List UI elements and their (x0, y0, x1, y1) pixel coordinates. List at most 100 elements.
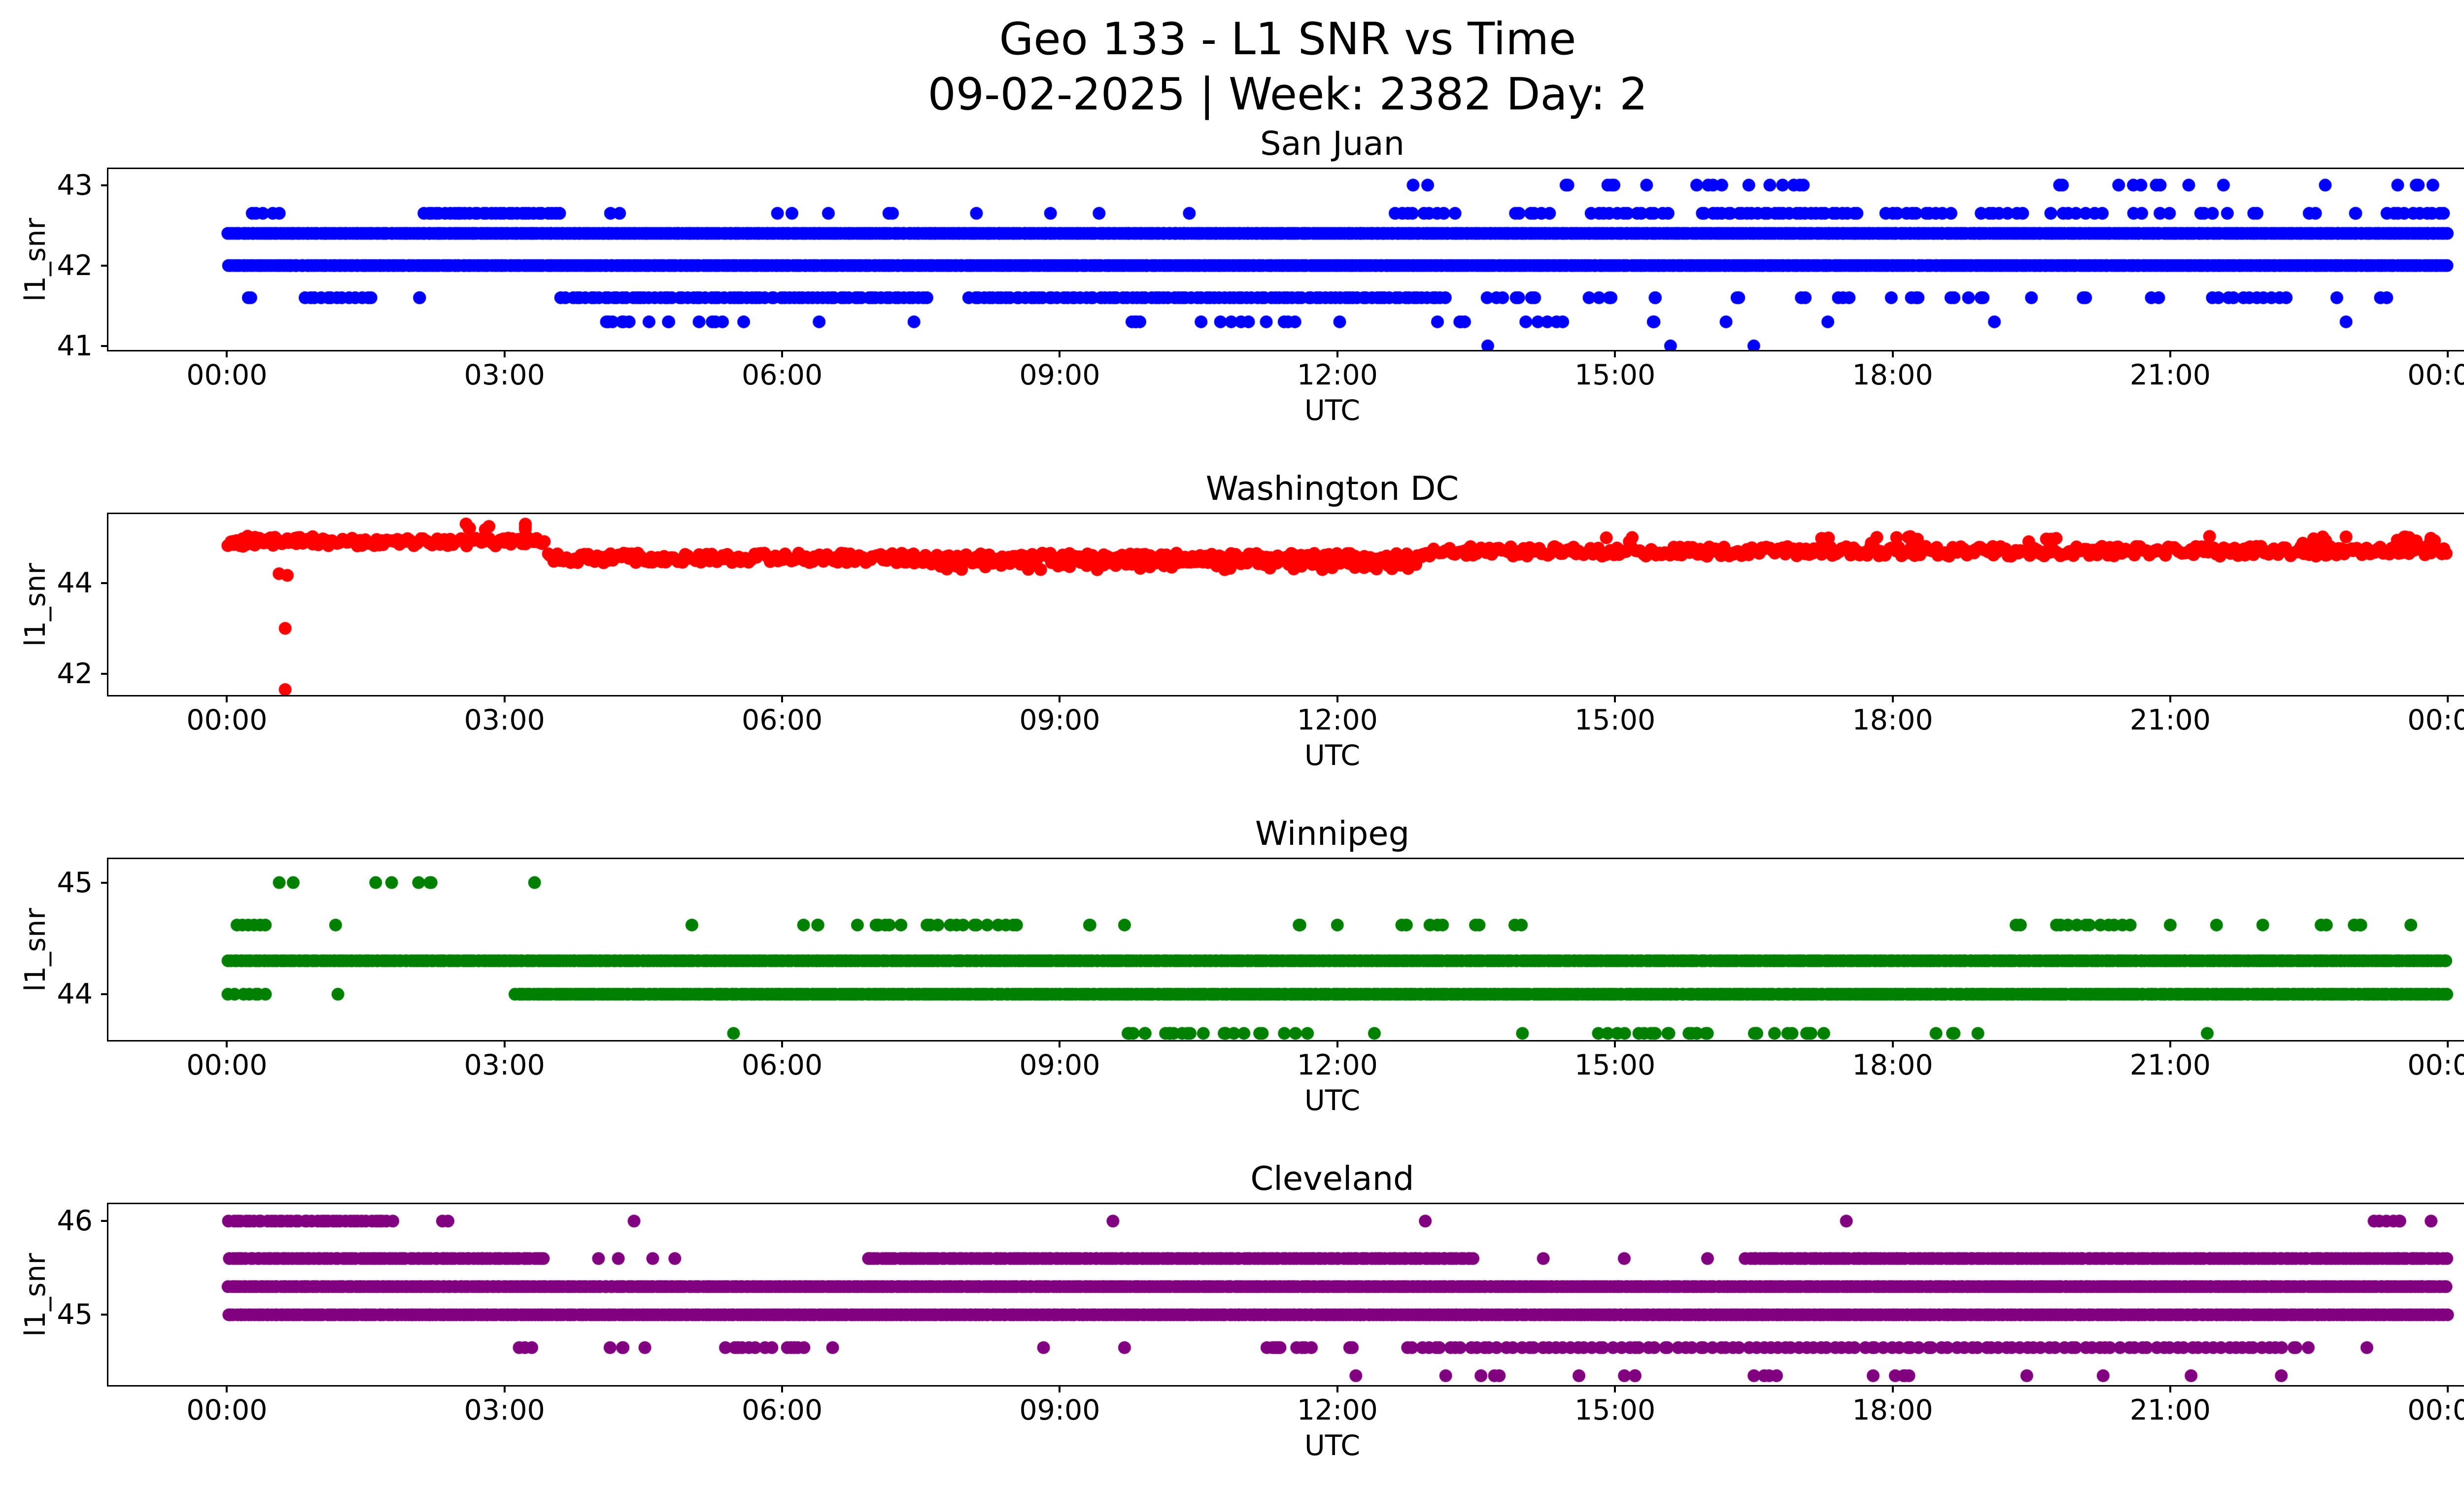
x-tick-label-san-juan: 21:00 (2129, 359, 2211, 391)
x-tick-label-washington-dc: 06:00 (741, 704, 823, 736)
x-tick-label-washington-dc: 00:00 (186, 704, 268, 736)
x-tick-label-san-juan: 00:00 (2407, 359, 2464, 391)
y-tick-mark-san-juan (101, 184, 107, 186)
x-tick-mark-winnipeg (1891, 1042, 1894, 1047)
x-tick-label-winnipeg: 12:00 (1297, 1049, 1378, 1081)
scatter-canvas-washington-dc (108, 514, 2464, 695)
x-tick-label-winnipeg: 03:00 (464, 1049, 545, 1081)
x-tick-mark-san-juan (781, 351, 784, 357)
x-tick-mark-winnipeg (2447, 1042, 2449, 1047)
y-tick-mark-san-juan (101, 345, 107, 347)
x-tick-mark-winnipeg (1336, 1042, 1338, 1047)
x-axis-label-cleveland: UTC (1304, 1429, 1360, 1462)
x-tick-label-cleveland: 21:00 (2129, 1394, 2211, 1426)
x-tick-mark-cleveland (2169, 1387, 2171, 1392)
x-tick-mark-cleveland (1891, 1387, 1894, 1392)
x-tick-mark-winnipeg (1614, 1042, 1616, 1047)
x-tick-mark-winnipeg (226, 1042, 228, 1047)
x-tick-mark-washington-dc (2447, 696, 2449, 702)
x-tick-label-winnipeg: 00:00 (186, 1049, 268, 1081)
x-tick-label-cleveland: 00:00 (2407, 1394, 2464, 1426)
x-tick-label-san-juan: 06:00 (741, 359, 823, 391)
figure-title-line1: Geo 133 - L1 SNR vs Time (999, 13, 1576, 65)
y-tick-label-washington-dc: 42 (57, 657, 93, 690)
x-tick-label-washington-dc: 21:00 (2129, 704, 2211, 736)
x-tick-label-cleveland: 18:00 (1852, 1394, 1933, 1426)
x-axis-label-winnipeg: UTC (1304, 1084, 1360, 1117)
plot-area-san-juan (107, 168, 2464, 351)
x-tick-label-san-juan: 00:00 (186, 359, 268, 391)
y-tick-label-cleveland: 46 (57, 1205, 93, 1238)
x-tick-mark-washington-dc (503, 696, 506, 702)
x-tick-label-cleveland: 12:00 (1297, 1394, 1378, 1426)
y-axis-label-washington-dc: l1_snr (19, 562, 52, 647)
y-tick-label-winnipeg: 44 (57, 978, 93, 1011)
x-tick-mark-washington-dc (1891, 696, 1894, 702)
x-tick-mark-cleveland (2447, 1387, 2449, 1392)
x-tick-label-san-juan: 15:00 (1574, 359, 1656, 391)
x-tick-mark-washington-dc (1336, 696, 1338, 702)
x-axis-label-washington-dc: UTC (1304, 739, 1360, 772)
x-tick-mark-san-juan (2447, 351, 2449, 357)
x-tick-label-san-juan: 12:00 (1297, 359, 1378, 391)
x-tick-label-san-juan: 09:00 (1019, 359, 1100, 391)
x-tick-label-cleveland: 03:00 (464, 1394, 545, 1426)
scatter-canvas-winnipeg (108, 859, 2464, 1040)
subplot-title-san-juan: San Juan (1260, 124, 1405, 163)
x-tick-mark-cleveland (781, 1387, 784, 1392)
x-tick-label-cleveland: 00:00 (186, 1394, 268, 1426)
subplot-title-cleveland: Cleveland (1250, 1159, 1414, 1198)
x-tick-label-cleveland: 15:00 (1574, 1394, 1656, 1426)
x-tick-label-san-juan: 18:00 (1852, 359, 1933, 391)
scatter-canvas-cleveland (108, 1204, 2464, 1385)
x-tick-mark-san-juan (1891, 351, 1894, 357)
x-tick-mark-san-juan (2169, 351, 2171, 357)
x-tick-label-cleveland: 06:00 (741, 1394, 823, 1426)
subplot-title-washington-dc: Washington DC (1205, 469, 1459, 508)
scatter-canvas-san-juan (108, 169, 2464, 350)
x-tick-mark-cleveland (1336, 1387, 1338, 1392)
subplot-title-winnipeg: Winnipeg (1255, 814, 1410, 853)
x-tick-label-winnipeg: 21:00 (2129, 1049, 2211, 1081)
y-tick-label-washington-dc: 44 (57, 566, 93, 599)
plot-area-washington-dc (107, 513, 2464, 696)
y-tick-label-cleveland: 45 (57, 1298, 93, 1331)
x-tick-mark-san-juan (226, 351, 228, 357)
x-tick-mark-cleveland (503, 1387, 506, 1392)
x-tick-mark-washington-dc (2169, 696, 2171, 702)
x-tick-label-cleveland: 09:00 (1019, 1394, 1100, 1426)
y-tick-label-san-juan: 42 (57, 249, 93, 282)
x-tick-mark-cleveland (1059, 1387, 1061, 1392)
x-tick-label-san-juan: 03:00 (464, 359, 545, 391)
x-tick-mark-washington-dc (781, 696, 784, 702)
x-tick-mark-washington-dc (1614, 696, 1616, 702)
x-tick-label-washington-dc: 03:00 (464, 704, 545, 736)
x-tick-mark-washington-dc (1059, 696, 1061, 702)
y-axis-label-cleveland: l1_snr (19, 1252, 52, 1337)
plot-area-winnipeg (107, 858, 2464, 1042)
y-tick-mark-cleveland (101, 1314, 107, 1316)
x-tick-label-washington-dc: 18:00 (1852, 704, 1933, 736)
y-tick-mark-winnipeg (101, 881, 107, 884)
x-tick-mark-winnipeg (503, 1042, 506, 1047)
x-tick-mark-winnipeg (1059, 1042, 1061, 1047)
x-tick-label-winnipeg: 09:00 (1019, 1049, 1100, 1081)
y-tick-mark-washington-dc (101, 582, 107, 584)
y-tick-label-san-juan: 41 (57, 329, 93, 362)
x-tick-mark-washington-dc (226, 696, 228, 702)
x-tick-label-winnipeg: 06:00 (741, 1049, 823, 1081)
y-axis-label-winnipeg: l1_snr (19, 907, 52, 992)
x-tick-mark-winnipeg (781, 1042, 784, 1047)
y-tick-label-san-juan: 43 (57, 169, 93, 202)
x-tick-mark-winnipeg (2169, 1042, 2171, 1047)
x-tick-mark-san-juan (503, 351, 506, 357)
x-tick-label-washington-dc: 09:00 (1019, 704, 1100, 736)
x-axis-label-san-juan: UTC (1304, 394, 1360, 427)
x-tick-label-winnipeg: 15:00 (1574, 1049, 1656, 1081)
x-tick-mark-san-juan (1336, 351, 1338, 357)
figure-title-line2: 09-02-2025 | Week: 2382 Day: 2 (927, 69, 1648, 120)
x-tick-mark-cleveland (226, 1387, 228, 1392)
x-tick-label-washington-dc: 15:00 (1574, 704, 1656, 736)
y-tick-mark-cleveland (101, 1220, 107, 1222)
